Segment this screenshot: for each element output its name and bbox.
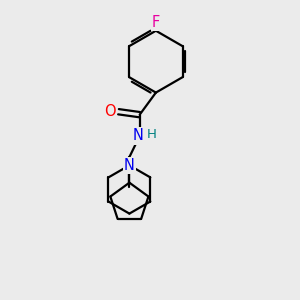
Text: F: F [152,15,160,30]
Text: N: N [133,128,144,143]
Text: H: H [147,128,157,141]
Text: N: N [124,158,135,173]
Text: O: O [104,104,116,119]
